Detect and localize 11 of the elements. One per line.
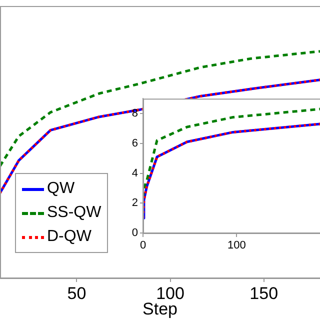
y-tick-label: 2: [132, 197, 138, 210]
line-series: [143, 108, 320, 198]
legend-label: QW: [47, 179, 75, 199]
legend-label: D-QW: [47, 227, 92, 247]
y-tick-label: 4: [132, 167, 138, 180]
y-tick-label: 6: [132, 137, 138, 150]
y-tick-label: 0: [132, 227, 138, 240]
x-tick-label: 100: [227, 240, 246, 252]
legend-label: SS-QW: [47, 203, 102, 223]
x-tick-label: 150: [250, 284, 278, 303]
x-tick-label: 50: [67, 284, 86, 303]
